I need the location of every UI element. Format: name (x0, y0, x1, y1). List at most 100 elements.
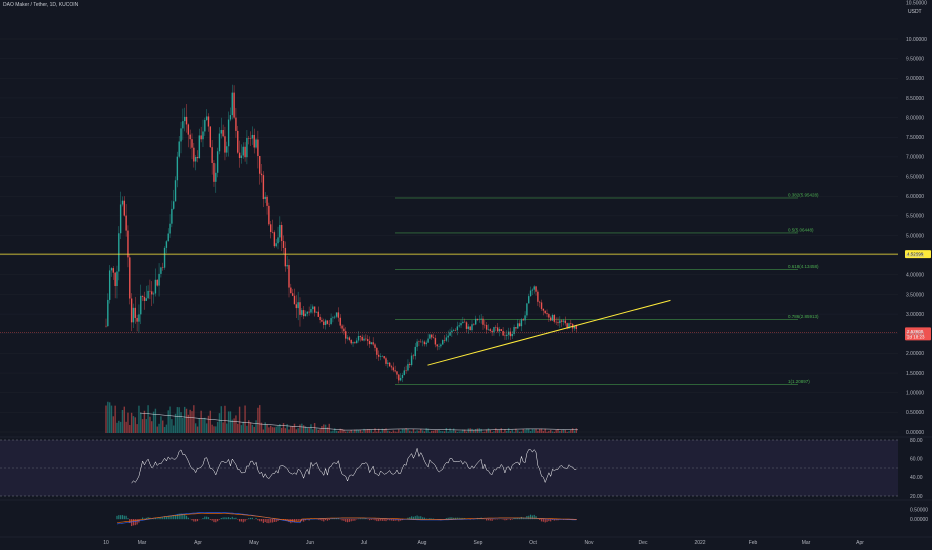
volume-bar (354, 429, 356, 433)
volume-bar (374, 428, 376, 433)
macd-histogram-bar (286, 519, 288, 521)
candle-body (257, 139, 259, 156)
volume-bar (182, 417, 184, 433)
volume-bar (163, 426, 166, 433)
current-price-label: 2.53609 (907, 329, 924, 334)
volume-bar (341, 428, 343, 433)
price-tick-label: 10.50000 (906, 1, 927, 7)
volume-bar (268, 427, 270, 433)
candle-body (323, 321, 325, 325)
macd-histogram-bar (167, 515, 169, 520)
macd-histogram-bar (182, 513, 184, 520)
candle-body (312, 306, 314, 310)
volume-bar (398, 429, 400, 433)
candle-body (270, 224, 272, 232)
macd-histogram-bar (394, 519, 396, 521)
candle-body (136, 317, 138, 322)
macd-histogram-bar (266, 519, 268, 524)
candle-body (279, 225, 281, 238)
macd-histogram-bar (176, 514, 178, 520)
volume-bar (399, 431, 402, 433)
macd-histogram-bar (323, 519, 325, 522)
volume-bar (260, 422, 263, 433)
candle-body (540, 302, 543, 309)
volume-bar (154, 408, 157, 433)
candle-body (141, 295, 144, 297)
volume-bar (152, 411, 155, 433)
candle-body (238, 152, 241, 158)
volume-bar (317, 429, 319, 433)
price-tick-label: 1.00000 (906, 391, 924, 397)
candle-body (374, 344, 376, 348)
macd-histogram-bar (173, 515, 175, 520)
grid (0, 38, 898, 433)
candle-body (469, 326, 471, 331)
volume-bar (211, 424, 213, 433)
candle-body (341, 325, 343, 329)
macd-histogram-bar (445, 518, 447, 520)
volume-bar (227, 411, 230, 433)
macd-histogram-bar (535, 516, 537, 520)
candle-body (297, 302, 299, 309)
volume-bar (237, 423, 239, 433)
candle-body (248, 138, 250, 139)
candle-body (334, 316, 336, 318)
volume-bar (410, 431, 413, 433)
candle-body (454, 329, 457, 331)
macd-histogram-bar (354, 519, 356, 521)
macd-histogram-bar (420, 516, 422, 520)
volume-bar (266, 424, 268, 433)
volume-bar (226, 423, 228, 433)
macd-histogram-bar (235, 517, 237, 520)
candle-body (357, 336, 360, 341)
volume-bar (233, 418, 235, 433)
macd-histogram-bar (381, 519, 383, 521)
volume-bar (108, 402, 111, 433)
candle-body (346, 337, 349, 339)
volume-bar (376, 431, 378, 433)
volume-bar (156, 426, 158, 433)
macd-histogram-bar (555, 519, 557, 521)
volume-bar (528, 428, 530, 433)
volume-bar (366, 429, 369, 433)
candle-body (520, 319, 523, 327)
candle-body (480, 318, 482, 320)
volume-bar (451, 430, 453, 433)
volume-bar (216, 421, 219, 433)
candle-body (222, 130, 224, 137)
volume-bar (409, 430, 411, 433)
macd-histogram-bar (517, 517, 519, 520)
volume-bar (310, 424, 312, 433)
candle-body (264, 196, 266, 200)
candle-body (548, 314, 550, 318)
volume-bar (484, 431, 486, 433)
candle-body (412, 355, 415, 357)
candle-body (443, 340, 446, 341)
volume-bar (368, 429, 371, 433)
candle-body (440, 344, 442, 347)
macd-histogram-bar (120, 515, 122, 520)
macd-histogram-bar (531, 515, 533, 520)
candles (105, 84, 578, 384)
macd-histogram-bar (260, 519, 263, 522)
macd-histogram-bar (204, 516, 206, 520)
volume-bar (304, 426, 307, 433)
macd-signal-line (116, 512, 577, 523)
macd-histogram-bar (121, 515, 124, 520)
price-tick-label: 10.00000 (906, 37, 927, 43)
macd-histogram-bar (387, 519, 389, 521)
macd-histogram-bar (251, 517, 253, 520)
volume-bar (306, 428, 308, 433)
macd-histogram-bar (317, 519, 319, 520)
volume-bar (251, 424, 254, 433)
candle-body (425, 342, 427, 345)
macd-histogram-bar (370, 519, 372, 520)
price-tick-label: 4.50000 (906, 253, 924, 259)
macd-histogram-bar (345, 519, 347, 522)
fib-label: 0.786(2.85913) (788, 314, 819, 319)
time-tick-label: Nov (585, 540, 594, 546)
volume-bar (365, 429, 367, 433)
macd-histogram-bar (206, 516, 208, 520)
candle-body (438, 346, 440, 347)
